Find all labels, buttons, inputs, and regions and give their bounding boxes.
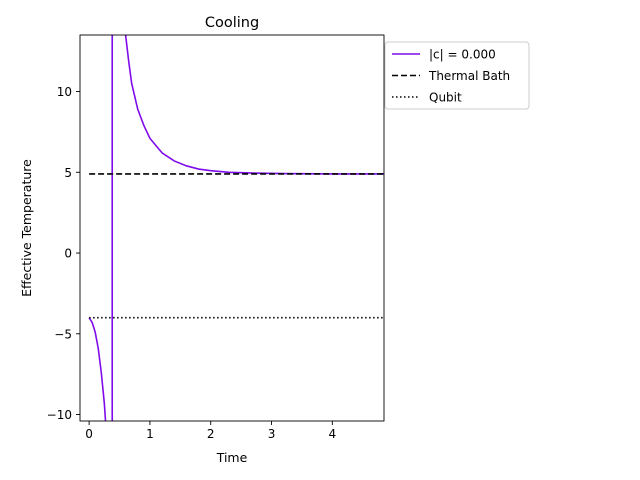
x-tick-label: 2: [207, 427, 215, 441]
y-axis-ticks: −10 −5 0 5 10: [47, 85, 80, 422]
x-tick-label: 0: [85, 427, 93, 441]
plot-frame: [79, 34, 385, 422]
y-tick-label: 0: [64, 247, 72, 261]
legend-label: Thermal Bath: [428, 69, 510, 83]
y-tick-label: 10: [57, 85, 72, 99]
x-tick-label: 4: [328, 427, 336, 441]
y-axis-label: Effective Temperature: [19, 159, 34, 297]
y-tick-label: −5: [54, 327, 72, 341]
legend-label: |c| = 0.000: [429, 48, 496, 62]
chart-title: Cooling: [205, 15, 259, 31]
series-layer: [88, 35, 384, 421]
legend-box: [384, 41, 530, 110]
x-tick-label: 1: [146, 427, 154, 441]
series-line-c-0-000-2: [124, 35, 384, 175]
x-tick-label: 3: [268, 427, 276, 441]
y-tick-label: 5: [64, 166, 72, 180]
x-axis-label: Time: [216, 450, 248, 465]
series-line-c-0-000-0: [88, 317, 107, 421]
legend-label: Qubit: [429, 91, 462, 105]
legend: |c| = 0.000 Thermal Bath Qubit: [384, 41, 530, 110]
y-tick-label: −10: [47, 408, 72, 422]
x-axis-ticks: 0 1 2 3 4: [85, 421, 336, 441]
